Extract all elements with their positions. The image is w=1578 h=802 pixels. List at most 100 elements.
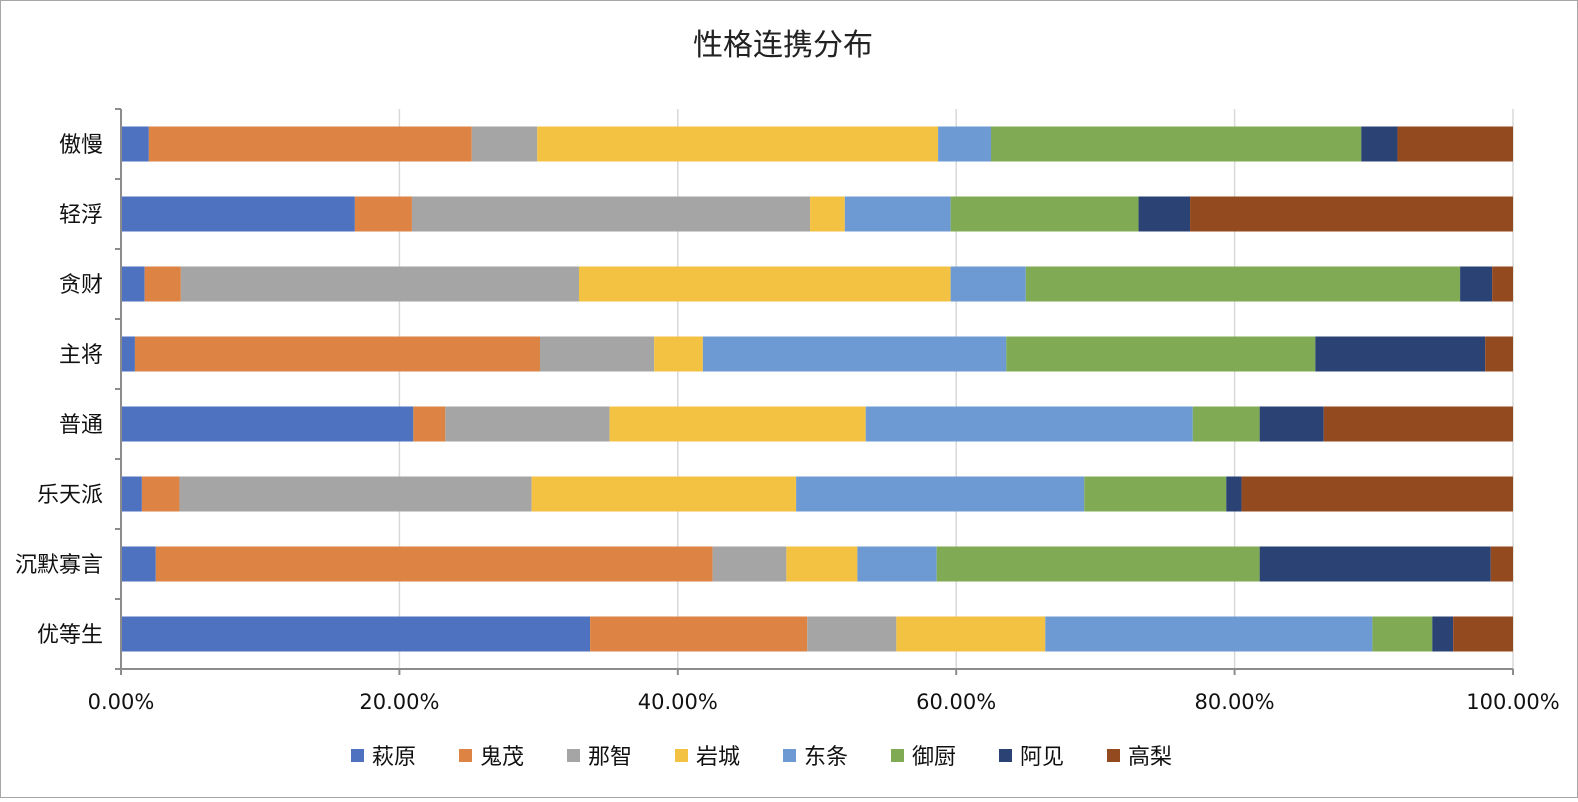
bar-segment xyxy=(1259,546,1491,582)
bar-segment xyxy=(539,336,655,372)
bar-segment xyxy=(1397,126,1513,162)
category-label: 优等生 xyxy=(37,623,103,648)
bar-segment xyxy=(1084,476,1227,512)
legend-label: 那智 xyxy=(588,745,632,770)
bar-segment xyxy=(1323,406,1513,442)
bar-segment xyxy=(796,476,1085,512)
bar-segment xyxy=(844,196,951,232)
bar-segment xyxy=(712,546,787,582)
bar-segment xyxy=(1190,196,1513,232)
bar-segment xyxy=(1006,336,1316,372)
legend: 萩原 鬼茂 那智 岩城 东条 御厨 阿见 高梨 xyxy=(351,745,1172,770)
bar-segment xyxy=(1460,266,1493,302)
bar-segment xyxy=(121,406,414,442)
bar-segment xyxy=(857,546,937,582)
bar-segment xyxy=(810,196,845,232)
bars-layer xyxy=(121,126,1513,652)
bar-segment xyxy=(141,476,180,512)
bar-segment xyxy=(445,406,610,442)
bar-segment xyxy=(1138,196,1191,232)
bar-segment xyxy=(1025,266,1461,302)
bar-segment xyxy=(896,616,1046,652)
category-label: 主将 xyxy=(59,343,103,368)
bar-segment xyxy=(1241,476,1513,512)
bar-segment xyxy=(411,196,811,232)
bar-segment xyxy=(1490,546,1513,582)
legend-swatch xyxy=(783,749,796,762)
x-tick-label: 100.00% xyxy=(1466,690,1559,714)
bar-segment xyxy=(121,266,145,302)
category-label: 普通 xyxy=(59,413,103,438)
legend-swatch xyxy=(891,749,904,762)
bar-segment xyxy=(134,336,540,372)
axis-layer xyxy=(115,108,1514,675)
legend-swatch xyxy=(675,749,688,762)
bar-segment xyxy=(531,476,797,512)
grid-layer xyxy=(398,109,1514,669)
bar-segment xyxy=(180,266,579,302)
bar-segment xyxy=(1492,266,1513,302)
category-label: 贪财 xyxy=(59,273,103,298)
category-label: 乐天派 xyxy=(37,483,103,508)
bar-segment xyxy=(1361,126,1398,162)
x-tick-label: 0.00% xyxy=(88,690,155,714)
legend-label: 萩原 xyxy=(372,745,416,770)
bar-segment xyxy=(155,546,713,582)
x-tick-label: 60.00% xyxy=(916,690,996,714)
bar-segment xyxy=(1453,616,1513,652)
bar-segment xyxy=(950,266,1026,302)
bar-segment xyxy=(537,126,939,162)
category-label: 轻浮 xyxy=(59,203,103,228)
bar-segment xyxy=(1226,476,1242,512)
bar-segment xyxy=(1192,406,1260,442)
bar-segment xyxy=(609,406,866,442)
bar-segment xyxy=(991,126,1362,162)
legend-swatch xyxy=(1107,749,1120,762)
bar-segment xyxy=(1372,616,1433,652)
bar-segment xyxy=(471,126,538,162)
bar-segment xyxy=(354,196,412,232)
bar-segment xyxy=(1485,336,1513,372)
bar-segment xyxy=(786,546,858,582)
bar-segment xyxy=(148,126,472,162)
legend-label: 鬼茂 xyxy=(480,745,524,770)
chart-title: 性格连携分布 xyxy=(693,28,873,63)
bar-segment xyxy=(938,126,991,162)
bar-segment xyxy=(950,196,1139,232)
bar-segment xyxy=(121,336,135,372)
legend-swatch xyxy=(351,749,364,762)
bar-segment xyxy=(702,336,1007,372)
bar-segment xyxy=(1315,336,1486,372)
x-tick-label: 80.00% xyxy=(1195,690,1275,714)
legend-swatch xyxy=(567,749,580,762)
bar-segment xyxy=(578,266,951,302)
bar-segment xyxy=(413,406,446,442)
bar-segment xyxy=(121,616,591,652)
bar-segment xyxy=(121,546,156,582)
legend-label: 高梨 xyxy=(1128,745,1172,770)
category-label: 沉默寡言 xyxy=(15,553,103,578)
bar-segment xyxy=(1259,406,1324,442)
bar-segment xyxy=(121,126,149,162)
bar-segment xyxy=(865,406,1193,442)
bar-segment xyxy=(1432,616,1454,652)
tick-labels: 0.00% 20.00% 40.00% 60.00% 80.00% 100.00% xyxy=(88,690,1560,714)
legend-label: 阿见 xyxy=(1020,745,1064,770)
bar-segment xyxy=(807,616,897,652)
bar-segment xyxy=(179,476,532,512)
legend-label: 御厨 xyxy=(912,745,956,770)
x-tick-label: 20.00% xyxy=(359,690,439,714)
legend-swatch xyxy=(459,749,472,762)
bar-segment xyxy=(936,546,1260,582)
legend-swatch xyxy=(999,749,1012,762)
bar-segment xyxy=(1045,616,1373,652)
bar-segment xyxy=(590,616,808,652)
legend-label: 岩城 xyxy=(696,745,740,770)
bar-segment xyxy=(121,476,142,512)
legend-label: 东条 xyxy=(804,745,848,770)
bar-segment xyxy=(121,196,355,232)
bar-segment xyxy=(144,266,181,302)
